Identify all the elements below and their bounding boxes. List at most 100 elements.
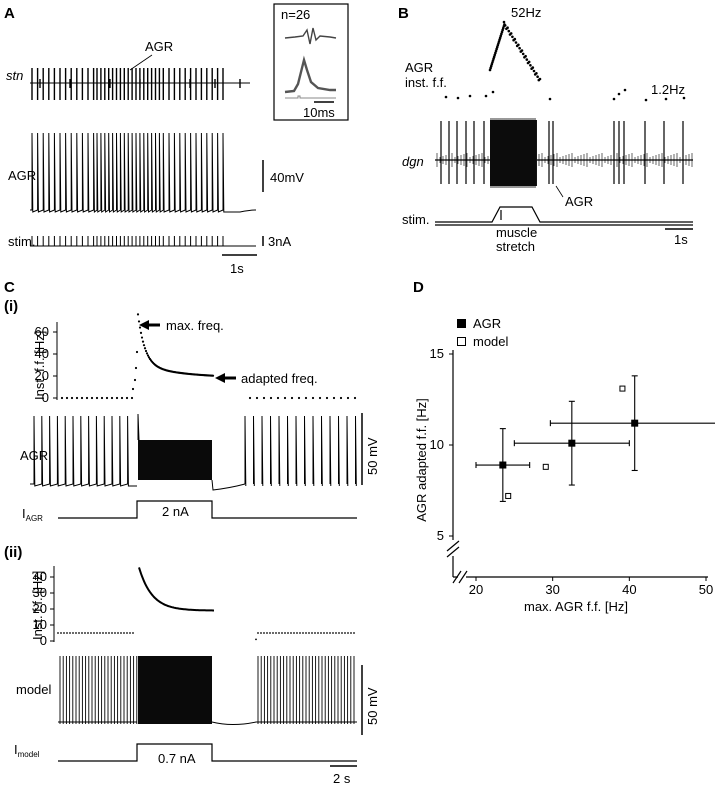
agr-trace-label-a: AGR bbox=[8, 168, 36, 183]
stim-label-b: stim. bbox=[402, 212, 429, 227]
stn-trace-label: stn bbox=[6, 68, 23, 83]
inset-spike-waveform bbox=[284, 27, 337, 45]
cii-dot bbox=[96, 632, 98, 634]
freq-dot bbox=[617, 92, 621, 96]
cii-adaptation-curve bbox=[138, 567, 214, 612]
agr-pointer-label-a: AGR bbox=[145, 39, 173, 54]
ci-dot bbox=[110, 396, 114, 400]
freq-dot bbox=[548, 97, 552, 101]
cii-dot bbox=[111, 632, 113, 634]
ci-dot bbox=[85, 396, 89, 400]
ci-dot bbox=[144, 349, 148, 353]
inset-stim-waveform bbox=[285, 95, 336, 99]
ci-dot bbox=[147, 356, 151, 359]
ci-dot bbox=[332, 396, 336, 400]
cii-ytick-label: 40 bbox=[33, 569, 47, 584]
cii-dot bbox=[84, 632, 86, 634]
ci-dot bbox=[339, 396, 343, 400]
freq-dot bbox=[468, 94, 472, 98]
cii-dot bbox=[57, 632, 59, 634]
cii-dot bbox=[347, 632, 349, 634]
ci-dot bbox=[100, 396, 104, 400]
max-freq-label: max. freq. bbox=[166, 318, 224, 333]
cii-dot bbox=[287, 632, 289, 634]
freq-dot bbox=[502, 20, 506, 24]
y-tick-label: 15 bbox=[430, 346, 444, 361]
ci-dot bbox=[269, 396, 273, 400]
cii-dot bbox=[335, 632, 337, 634]
max-freq-arrowhead bbox=[139, 320, 149, 330]
agr-spikes-a bbox=[30, 132, 257, 214]
freq-dot bbox=[456, 96, 460, 100]
cii-dot bbox=[308, 632, 310, 634]
cii-dot bbox=[108, 632, 110, 634]
stn-trace bbox=[30, 68, 250, 100]
ci-dot bbox=[283, 396, 287, 400]
ci-dot bbox=[141, 340, 145, 343]
y-axis-break bbox=[446, 540, 460, 558]
freq-dot bbox=[524, 54, 527, 58]
cii-dot bbox=[269, 632, 271, 634]
freq-dot bbox=[507, 29, 511, 33]
cii-dot bbox=[332, 632, 334, 634]
current-scale-a: 3nA bbox=[268, 234, 291, 249]
agr-point bbox=[631, 419, 639, 427]
panel-ci-label: (i) bbox=[4, 298, 18, 315]
cii-dot bbox=[120, 632, 122, 634]
agr-point bbox=[568, 439, 576, 447]
freq-dot bbox=[517, 43, 520, 47]
model-trace-label: model bbox=[16, 682, 52, 697]
adapted-freq-label: adapted freq. bbox=[241, 371, 318, 386]
cii-dot bbox=[326, 632, 328, 634]
agr-pointer-line-a bbox=[129, 54, 153, 71]
cii-dot bbox=[284, 632, 286, 634]
freq-dot bbox=[623, 88, 627, 92]
dgn-spikes bbox=[440, 121, 684, 184]
ci-dot bbox=[146, 354, 150, 357]
dgn-trace-label: dgn bbox=[402, 154, 424, 169]
agr-burst-edges-ci bbox=[137, 413, 246, 491]
agr-trace-ci bbox=[30, 413, 357, 491]
legend-marker-model bbox=[457, 337, 466, 346]
ci-dot bbox=[131, 387, 135, 391]
ci-dot bbox=[65, 396, 69, 400]
voltage-scale-cii: 50 mV bbox=[365, 687, 380, 725]
freq-dot bbox=[527, 60, 531, 64]
cii-dot bbox=[257, 632, 259, 634]
ci-dot bbox=[248, 396, 252, 400]
freq-dot bbox=[444, 95, 448, 99]
ci-dot bbox=[211, 374, 215, 377]
cii-dot bbox=[320, 632, 322, 634]
ci-dot bbox=[130, 396, 134, 400]
model-trace-cii bbox=[58, 656, 357, 725]
cii-dot bbox=[266, 632, 268, 634]
x-axis-break bbox=[452, 570, 468, 584]
voltage-scale-a: 40mV bbox=[270, 170, 304, 185]
cii-dot bbox=[338, 632, 340, 634]
cii-dot bbox=[341, 632, 343, 634]
freq-dot bbox=[531, 66, 535, 69]
legend-label-model: model bbox=[473, 334, 509, 349]
ci-dot bbox=[125, 396, 129, 400]
cii-ytick-label: 0 bbox=[40, 633, 47, 648]
cii-dot bbox=[353, 632, 355, 634]
b-ylabel-line2: inst. f.f. bbox=[405, 75, 447, 90]
ci-dot bbox=[140, 336, 144, 339]
dgn-trace bbox=[435, 118, 693, 188]
current-label-cii: Imodel bbox=[14, 742, 40, 759]
cii-dot bbox=[299, 632, 301, 634]
cii-dot bbox=[114, 632, 116, 634]
cii-dot bbox=[293, 632, 295, 634]
cii-dot bbox=[126, 632, 128, 634]
freq-base-label: 1.2Hz bbox=[651, 82, 685, 97]
cii-ytick-label: 20 bbox=[33, 601, 47, 616]
cii-dot bbox=[105, 632, 107, 634]
ci-dot bbox=[262, 396, 266, 400]
freq-dot bbox=[525, 58, 529, 61]
freq-dot bbox=[521, 52, 525, 56]
cii-dot bbox=[93, 632, 95, 634]
freq-dot bbox=[612, 97, 616, 101]
adapted-freq-arrowhead bbox=[215, 373, 225, 383]
panel-b-label: B bbox=[398, 5, 409, 22]
cii-ytick-label: 10 bbox=[33, 617, 47, 632]
